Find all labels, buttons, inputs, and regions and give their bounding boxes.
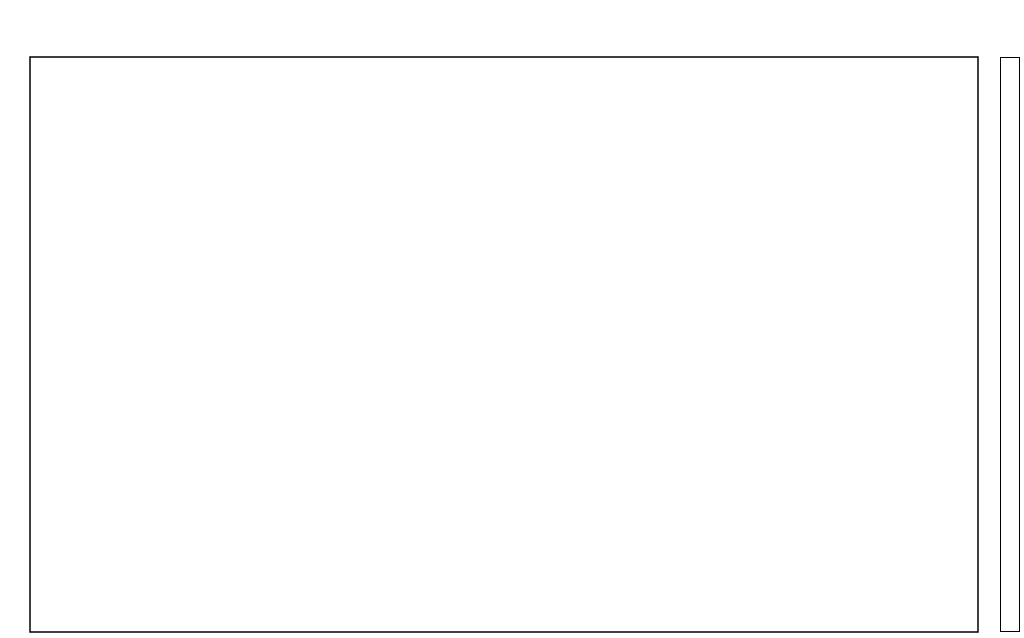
map-border (29, 56, 979, 633)
colorbar (1000, 57, 1020, 632)
